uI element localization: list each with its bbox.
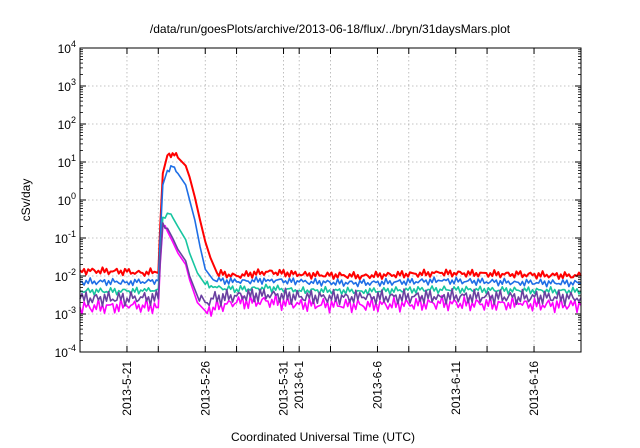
plot-area: 10-4 10-3 10-2 10-1 100 101 102 103 104 2013-5-2… [55, 39, 582, 416]
series-layer [79, 152, 582, 317]
series-line [79, 165, 582, 288]
y-axis: 10-4 10-3 10-2 10-1 100 101 102 103 104 [55, 39, 581, 360]
y-tick-label: 104 [58, 39, 76, 56]
y-tick-label: 103 [58, 77, 76, 94]
x-tick-label: 2013-6-16 [527, 361, 541, 416]
y-tick-label: 101 [58, 153, 76, 170]
x-axis: 2013-5-21 2013-5-26 2013-5-31 2013-6-1 2013-… [120, 48, 541, 416]
x-tick-label: 2013-6-1 [292, 361, 306, 409]
x-tick-label: 2013-6-11 [449, 361, 463, 415]
series-line [79, 222, 582, 307]
y-tick-label: 100 [58, 191, 76, 208]
y-tick-label: 10-2 [55, 267, 76, 284]
x-tick-label: 2013-5-21 [120, 361, 134, 416]
x-tick-label: 2013-5-31 [277, 361, 291, 416]
y-tick-label: 102 [58, 115, 76, 132]
y-axis-label: cSv/day [19, 179, 33, 222]
x-axis-label: Coordinated Universal Time (UTC) [231, 430, 415, 444]
y-tick-label: 10-1 [55, 229, 76, 246]
y-tick-label: 10-4 [55, 343, 76, 360]
y-tick-label: 10-3 [55, 305, 76, 322]
chart-title: /data/run/goesPlots/archive/2013-06-18/f… [150, 22, 511, 36]
x-tick-label: 2013-6-6 [370, 361, 384, 409]
x-tick-label: 2013-5-26 [198, 361, 212, 416]
